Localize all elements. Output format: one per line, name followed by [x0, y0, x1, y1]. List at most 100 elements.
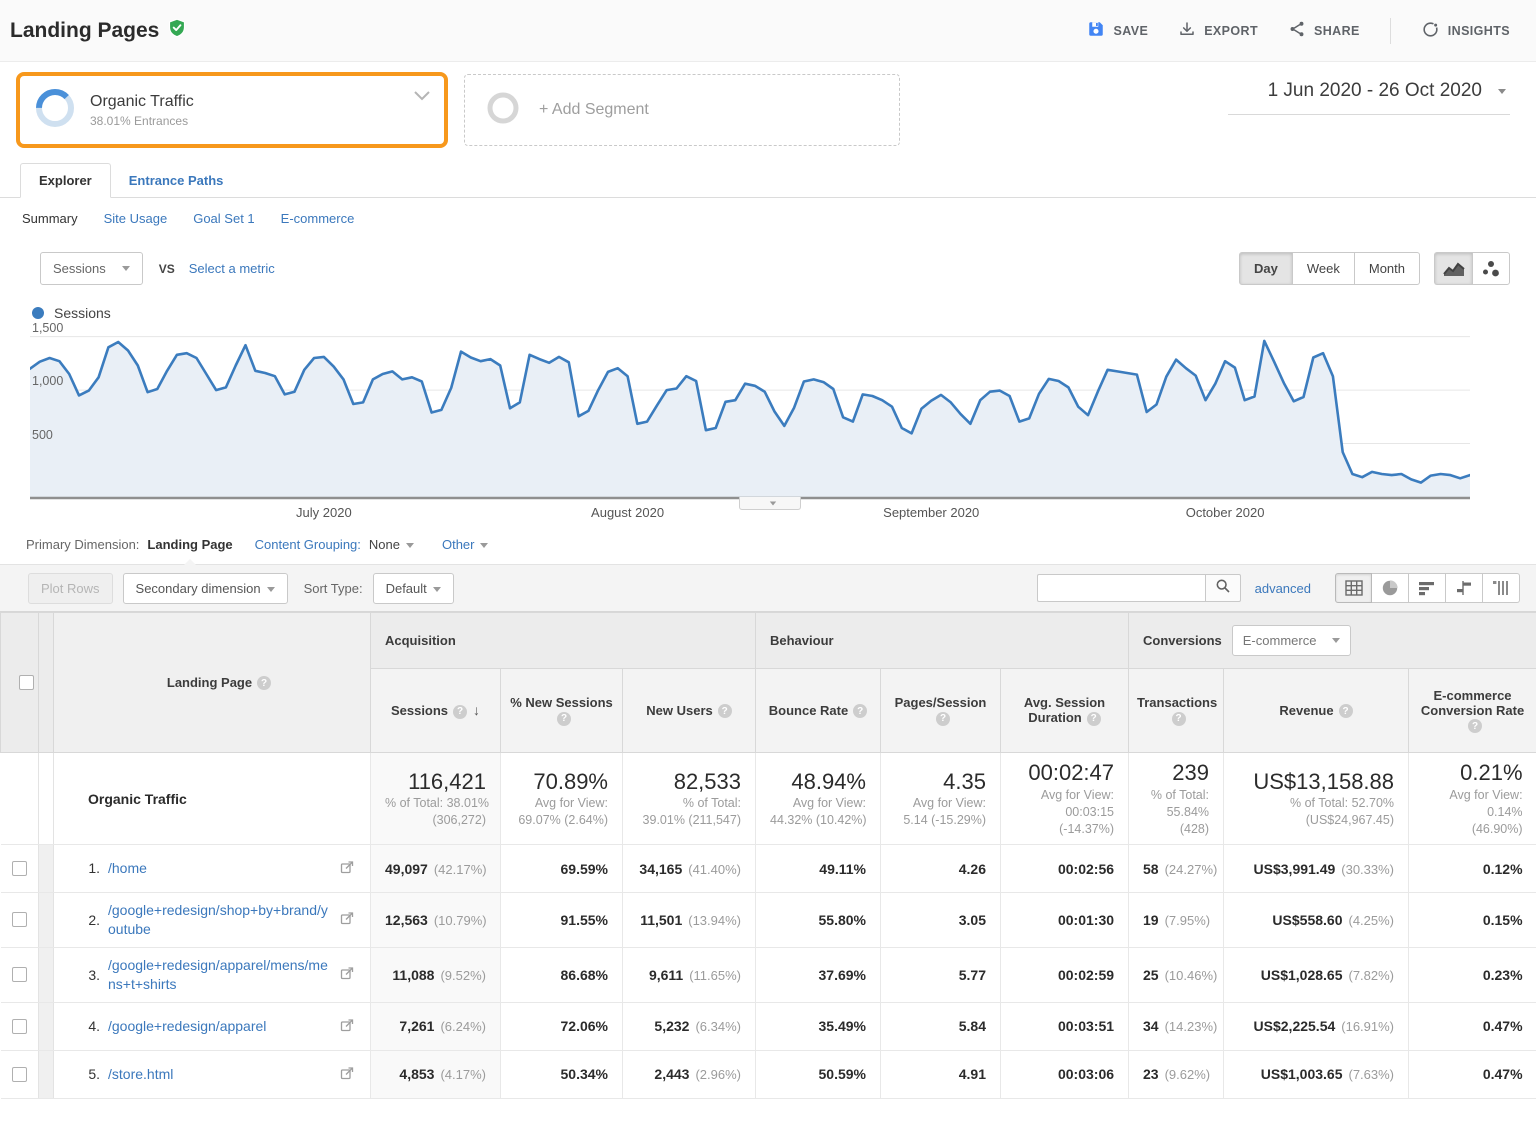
metric-percent: (6.34%) [695, 1019, 741, 1035]
subnav-site-usage[interactable]: Site Usage [103, 211, 168, 226]
motion-chart-view-button[interactable] [1472, 252, 1510, 285]
metric-value: 49,097 [385, 860, 428, 877]
granularity-month-button[interactable]: Month [1354, 252, 1420, 285]
metric-cell: 86.68% [500, 947, 623, 1003]
conversions-type-dropdown[interactable]: E-commerce [1231, 625, 1352, 656]
help-icon[interactable] [1171, 711, 1186, 726]
caret-down-icon [1498, 88, 1506, 94]
advanced-search-link[interactable]: advanced [1254, 580, 1311, 596]
row-checkbox[interactable] [11, 1066, 27, 1082]
table-row: 3. /google+redesign/apparel/mens/mens+t+s… [0, 947, 1536, 1003]
help-icon[interactable] [1468, 719, 1483, 734]
content-grouping-link[interactable]: Content Grouping: [254, 537, 361, 552]
help-icon[interactable] [717, 704, 732, 719]
subnav-goal-set-1[interactable]: Goal Set 1 [193, 211, 255, 226]
landing-page-link[interactable]: /home [108, 860, 147, 877]
metric-value: 34,165 [639, 860, 683, 877]
help-icon[interactable] [257, 676, 272, 691]
tab-explorer[interactable]: Explorer [20, 163, 111, 198]
data-table-view-button[interactable] [1335, 573, 1372, 603]
row-checkbox[interactable] [11, 1018, 27, 1034]
row-checkbox[interactable] [11, 861, 27, 876]
metric-value: 69.59% [560, 860, 608, 877]
plot-rows-button[interactable]: Plot Rows [28, 572, 113, 604]
table-view-toggle [1335, 573, 1520, 603]
table-search-input[interactable] [1036, 574, 1205, 602]
granularity-week-button[interactable]: Week [1292, 252, 1355, 285]
open-in-new-icon[interactable] [340, 911, 354, 928]
applied-segment-organic-traffic[interactable]: Organic Traffic 38.01% Entrances [16, 72, 448, 148]
date-range-selector[interactable]: 1 Jun 2020 - 26 Oct 2020 [1227, 80, 1510, 115]
chevron-down-icon[interactable] [414, 88, 430, 106]
metric-percent: (11.65%) [689, 967, 741, 983]
column-header-new-users[interactable]: New Users [622, 668, 756, 753]
row-rank: 2. [88, 911, 100, 928]
column-header-revenue[interactable]: Revenue [1223, 668, 1410, 753]
open-in-new-icon[interactable] [340, 966, 354, 983]
open-in-new-icon[interactable] [340, 860, 354, 877]
pivot-view-button[interactable] [1483, 573, 1520, 603]
content-grouping-value[interactable]: None [369, 537, 414, 552]
caret-down-icon [769, 501, 777, 505]
open-in-new-icon[interactable] [340, 1066, 354, 1083]
granularity-day-button[interactable]: Day [1239, 252, 1293, 285]
export-button[interactable]: EXPORT [1178, 20, 1258, 41]
sessions-area-chart[interactable]: 500 1,000 1,500 July 2020 August 2020 Septemb… [30, 321, 1510, 523]
metric-cell: 37.69% [755, 947, 881, 1003]
open-in-new-icon[interactable] [340, 1018, 354, 1035]
add-segment-button[interactable]: + Add Segment [464, 74, 900, 146]
metric-cell: 23 (9.62%) [1128, 1050, 1224, 1099]
secondary-dimension-dropdown[interactable]: Secondary dimension [122, 572, 288, 604]
landing-page-link[interactable]: /google+redesign/apparel [108, 1017, 267, 1034]
landing-page-link[interactable]: /google+redesign/shop+by+brand/youtube [108, 902, 328, 937]
subnav-summary[interactable]: Summary [22, 211, 78, 226]
summary-metric-subtext: 00:03:15 [1065, 804, 1115, 819]
row-checkbox[interactable] [11, 967, 27, 983]
column-header-new-sessions[interactable]: % New Sessions [500, 668, 623, 753]
metric-cell: 34,165 (41.40%) [622, 844, 756, 893]
column-header-avg-session-duration[interactable]: Avg. Session Duration [999, 668, 1130, 753]
save-button[interactable]: SAVE [1087, 20, 1148, 41]
sort-type-dropdown[interactable]: Default [372, 572, 454, 604]
search-button[interactable] [1204, 574, 1241, 602]
help-icon[interactable] [1338, 704, 1353, 719]
select-a-metric-link[interactable]: Select a metric [188, 261, 275, 276]
tab-entrance-paths[interactable]: Entrance Paths [128, 173, 224, 188]
landing-page-link[interactable]: /store.html [108, 1065, 174, 1082]
row-checkbox[interactable] [11, 912, 27, 928]
help-icon[interactable] [453, 704, 468, 719]
landing-page-column-header[interactable]: Landing Page [53, 612, 371, 753]
metric-cell: 0.47% [1408, 1050, 1536, 1099]
column-header-ecommerce-conversion-rate[interactable]: E-commerce Conversion Rate [1408, 668, 1536, 753]
insights-button[interactable]: INSIGHTS [1421, 20, 1510, 42]
column-header-bounce-rate[interactable]: Bounce Rate [755, 668, 881, 753]
chart-controls: Sessions VS Select a metric Day Week Mon… [40, 252, 1510, 285]
performance-bars-view-button[interactable] [1409, 573, 1446, 603]
metric-cell: 00:03:06 [999, 1050, 1129, 1099]
column-header-transactions[interactable]: Transactions [1128, 668, 1225, 753]
share-button[interactable]: SHARE [1288, 20, 1360, 41]
chart-collapse-button[interactable] [739, 497, 801, 510]
help-icon[interactable] [853, 704, 868, 719]
landing-page-link[interactable]: /google+redesign/apparel/mens/mens+t+shi… [108, 956, 328, 992]
percentage-pie-view-button[interactable] [1372, 573, 1409, 603]
subnav-ecommerce[interactable]: E-commerce [280, 211, 355, 226]
help-icon[interactable] [936, 711, 950, 726]
comparison-view-button[interactable] [1446, 573, 1483, 603]
dimension-bar: Primary Dimension: Landing Page Content … [0, 523, 1536, 564]
metric-cell: 34 (14.23%) [1128, 1002, 1224, 1051]
line-chart-view-button[interactable] [1434, 252, 1472, 285]
x-axis-tick-label: August 2020 [591, 505, 665, 520]
help-icon[interactable] [1086, 711, 1101, 726]
column-header-sessions[interactable]: Sessions [370, 668, 501, 753]
metric-value: 11,088 [392, 966, 435, 983]
select-all-checkbox[interactable] [19, 675, 34, 690]
granularity-buttons: Day Week Month [1239, 252, 1420, 285]
help-icon[interactable] [557, 711, 571, 726]
plot-strip-cell [38, 844, 54, 893]
shield-check-icon [167, 17, 187, 44]
column-header-pages-session[interactable]: Pages/Session [880, 668, 1001, 753]
metric-selector-dropdown[interactable]: Sessions [40, 252, 143, 285]
other-dimension-link[interactable]: Other [442, 537, 489, 552]
primary-dimension-landing-page[interactable]: Landing Page [147, 537, 233, 552]
